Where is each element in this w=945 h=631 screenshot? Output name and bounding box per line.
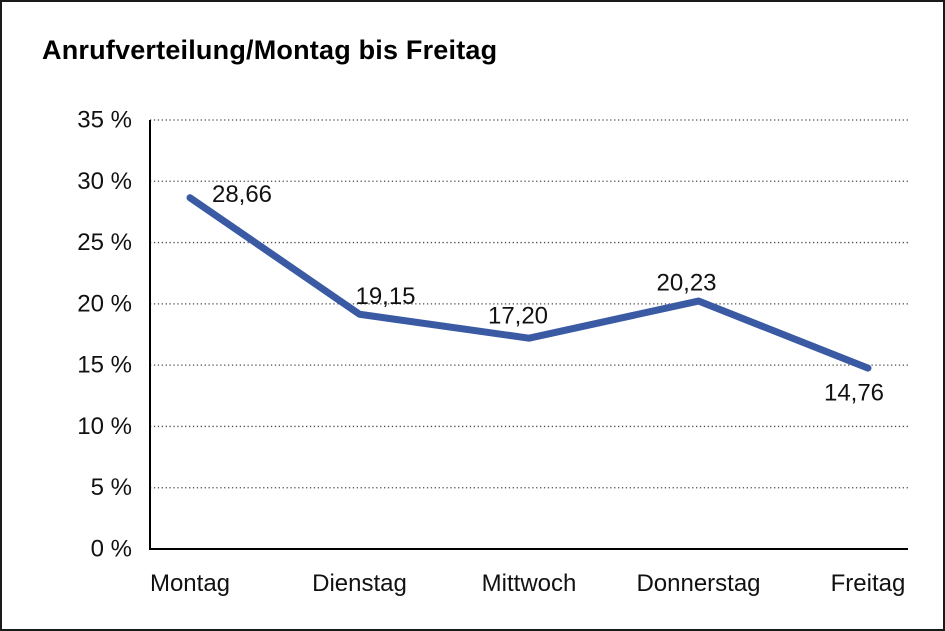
x-tick-label: Donnerstag: [636, 570, 760, 597]
y-tick-label: 10 %: [77, 413, 132, 440]
x-tick-label: Dienstag: [312, 570, 407, 597]
y-tick-label: 25 %: [77, 229, 132, 256]
y-tick-label: 30 %: [77, 168, 132, 195]
y-tick-label: 35 %: [77, 107, 132, 134]
data-label: 14,76: [824, 380, 884, 407]
y-tick-label: 5 %: [91, 474, 132, 501]
data-label: 28,66: [212, 181, 272, 208]
x-tick-label: Freitag: [831, 570, 906, 597]
data-label: 19,15: [355, 283, 415, 310]
y-tick-label: 15 %: [77, 352, 132, 379]
chart-title: Anrufverteilung/Montag bis Freitag: [42, 35, 498, 65]
data-label: 20,23: [656, 270, 716, 297]
x-tick-label: Montag: [150, 570, 230, 597]
y-tick-label: 0 %: [91, 536, 132, 563]
y-tick-label: 20 %: [77, 290, 132, 317]
x-tick-label: Mittwoch: [482, 570, 577, 597]
series-line: [186, 194, 872, 372]
data-label: 17,20: [488, 303, 548, 330]
